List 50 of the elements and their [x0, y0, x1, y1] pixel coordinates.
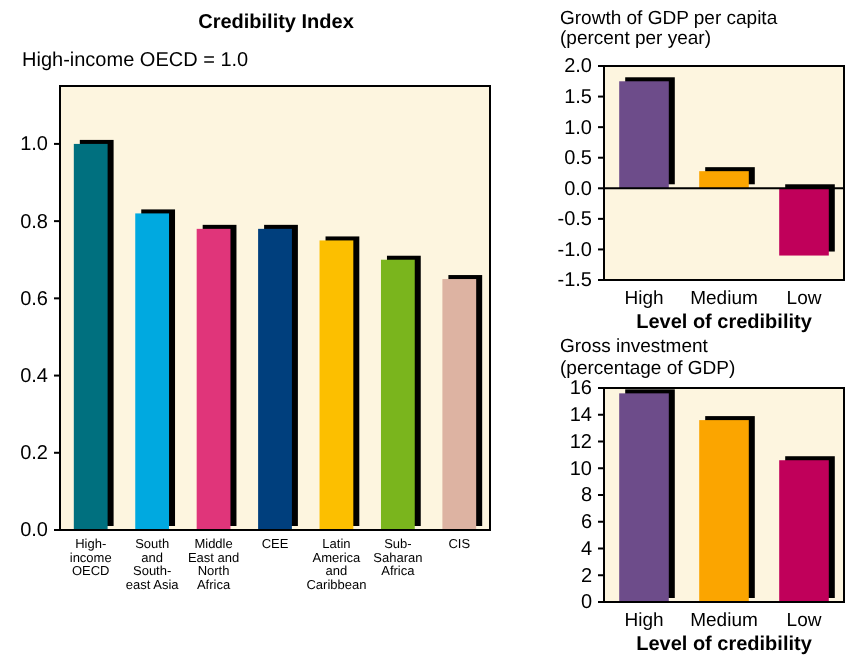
y-tick-label: 16 — [569, 378, 593, 401]
x-tick-label: Medium — [690, 610, 758, 632]
chart-subtitle: (percentage of GDP) — [560, 358, 736, 380]
y-tick-label: 0.8 — [20, 211, 49, 234]
y-tick-label: -1.5 — [557, 270, 593, 293]
bar — [135, 213, 170, 530]
bar — [319, 240, 354, 530]
x-tick-label: Medium — [690, 288, 758, 310]
y-tick-label: 0.4 — [20, 365, 49, 388]
y-tick-label: 0.0 — [564, 178, 593, 201]
bar — [699, 171, 749, 189]
x-axis-title: Level of credibility — [636, 312, 813, 334]
chart-title: Credibility Index — [198, 12, 355, 34]
y-tick-label: 1.0 — [20, 134, 49, 157]
x-tick-label: High — [624, 610, 664, 632]
bar — [258, 228, 292, 530]
y-tick-label: 0.0 — [20, 520, 49, 543]
y-tick-label: 0.6 — [20, 288, 49, 311]
bar — [196, 228, 231, 530]
x-tick-label: High — [624, 288, 664, 310]
y-tick-label: 2 — [580, 565, 593, 588]
bar — [442, 279, 477, 530]
y-tick-label: 0.5 — [564, 148, 593, 171]
bar — [380, 259, 415, 530]
x-tick-label: Low — [786, 610, 822, 632]
bar — [73, 143, 108, 530]
x-axis-title: Level of credibility — [636, 634, 813, 656]
chart-subtitle: (percent per year) — [560, 28, 712, 50]
chart-title: Gross investment — [560, 336, 709, 358]
y-tick-label: 1.0 — [564, 117, 593, 140]
x-tick-label: Low — [786, 288, 822, 310]
y-tick-label: -0.5 — [557, 209, 593, 232]
y-tick-label: 6 — [580, 512, 593, 535]
y-tick-label: 4 — [580, 538, 593, 561]
y-tick-label: 8 — [580, 485, 593, 508]
bar — [779, 460, 829, 602]
y-tick-label: 12 — [569, 431, 593, 454]
y-tick-label: 1.5 — [564, 86, 593, 109]
y-tick-label: 10 — [569, 458, 593, 481]
y-tick-label: 0.2 — [20, 443, 49, 466]
bar — [779, 188, 829, 256]
chart-title: Growth of GDP per capita — [560, 8, 779, 30]
chart-subtitle: High-income OECD = 1.0 — [22, 50, 250, 72]
y-tick-label: 0 — [580, 592, 593, 615]
bar — [699, 420, 749, 602]
y-tick-label: 14 — [569, 405, 593, 428]
bar — [619, 81, 669, 189]
y-tick-label: -1.0 — [557, 239, 593, 262]
y-tick-label: 2.0 — [564, 56, 593, 79]
bar — [619, 393, 669, 602]
